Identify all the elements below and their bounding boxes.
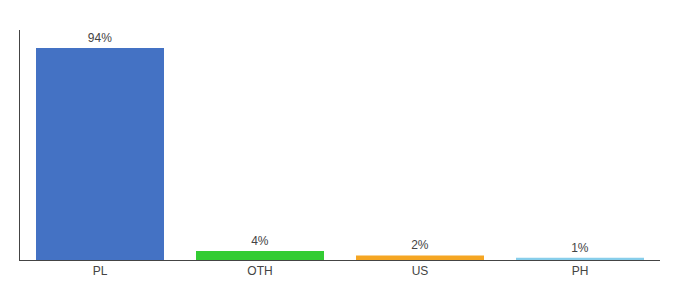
svg-text:2%: 2% bbox=[411, 238, 429, 252]
svg-text:US: US bbox=[412, 264, 429, 278]
svg-text:4%: 4% bbox=[251, 234, 269, 248]
svg-text:PH: PH bbox=[572, 264, 589, 278]
svg-text:PL: PL bbox=[93, 264, 108, 278]
svg-text:OTH: OTH bbox=[247, 264, 272, 278]
svg-text:94%: 94% bbox=[88, 31, 112, 45]
svg-text:1%: 1% bbox=[571, 241, 589, 255]
